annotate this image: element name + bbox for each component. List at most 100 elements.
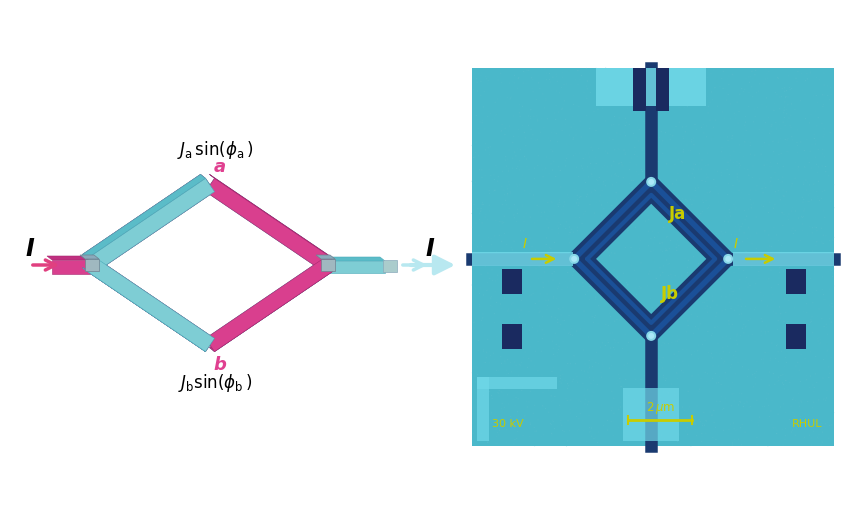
Point	[723, 291, 737, 299]
Point	[671, 399, 684, 407]
Point	[517, 271, 530, 279]
Point	[750, 245, 763, 253]
Point	[774, 327, 787, 335]
Point	[782, 72, 796, 80]
Point	[685, 418, 699, 426]
Point	[534, 380, 547, 388]
Point	[573, 117, 586, 125]
Point	[693, 416, 706, 424]
Point	[576, 322, 590, 330]
Point	[707, 166, 721, 174]
Point	[694, 218, 707, 226]
Point	[653, 419, 666, 427]
Point	[751, 440, 764, 449]
Point	[740, 398, 754, 406]
Point	[796, 213, 809, 221]
Point	[579, 243, 592, 251]
Point	[659, 266, 672, 274]
Point	[479, 240, 493, 248]
Point	[591, 438, 604, 447]
Point	[719, 93, 733, 101]
Point	[621, 338, 635, 346]
Point	[652, 301, 666, 309]
Point	[813, 288, 827, 296]
Point	[480, 74, 494, 83]
Point	[595, 255, 609, 263]
Point	[786, 394, 800, 402]
Point	[788, 249, 802, 257]
Point	[785, 402, 798, 410]
Point	[763, 177, 777, 186]
Point	[781, 93, 795, 101]
Point	[604, 89, 617, 98]
Point	[636, 386, 649, 394]
Point	[708, 83, 722, 92]
Point	[507, 79, 521, 87]
Point	[801, 197, 814, 205]
Point	[571, 80, 585, 88]
Point	[591, 381, 604, 389]
Point	[534, 152, 547, 160]
Point	[467, 206, 480, 214]
Point	[479, 418, 493, 427]
Point	[592, 301, 605, 310]
Point	[723, 413, 737, 421]
Point	[710, 234, 723, 242]
Point	[810, 378, 824, 387]
Point	[516, 432, 530, 440]
Point	[710, 230, 723, 238]
Point	[566, 135, 580, 143]
Point	[757, 313, 771, 321]
Point	[536, 388, 550, 397]
Point	[526, 289, 540, 297]
Point	[745, 371, 759, 379]
Point	[494, 286, 507, 295]
Point	[746, 208, 760, 216]
Point	[520, 397, 534, 405]
Point	[697, 368, 711, 376]
Point	[620, 287, 633, 296]
Point	[786, 135, 800, 144]
Point	[490, 73, 504, 81]
Point	[540, 306, 553, 314]
Point	[594, 215, 608, 223]
Point	[647, 72, 660, 81]
Point	[649, 326, 662, 334]
Point	[489, 98, 502, 107]
Point	[647, 103, 660, 112]
Point	[639, 128, 653, 136]
Point	[775, 336, 789, 344]
Point	[804, 110, 818, 118]
Point	[728, 321, 742, 329]
Point	[696, 199, 710, 207]
Point	[715, 354, 728, 362]
Point	[662, 251, 676, 260]
Point	[616, 311, 630, 320]
Point	[564, 348, 577, 356]
Point	[817, 396, 830, 404]
Point	[676, 72, 689, 81]
Point	[718, 371, 732, 379]
Point	[638, 337, 652, 345]
Point	[615, 161, 628, 169]
Point	[504, 189, 518, 197]
Point	[507, 391, 521, 400]
Point	[692, 78, 706, 86]
Point	[530, 217, 544, 225]
Polygon shape	[209, 268, 332, 352]
Point	[598, 260, 612, 268]
Point	[626, 300, 640, 308]
Point	[819, 162, 832, 171]
Point	[470, 138, 484, 146]
Point	[563, 181, 576, 189]
Point	[647, 434, 660, 442]
Point	[609, 229, 622, 237]
Point	[776, 379, 790, 387]
Point	[484, 301, 497, 310]
Point	[641, 282, 654, 290]
Point	[687, 87, 700, 96]
Bar	[623, 388, 679, 441]
Point	[678, 290, 692, 298]
Point	[623, 165, 637, 174]
Point	[524, 114, 537, 123]
